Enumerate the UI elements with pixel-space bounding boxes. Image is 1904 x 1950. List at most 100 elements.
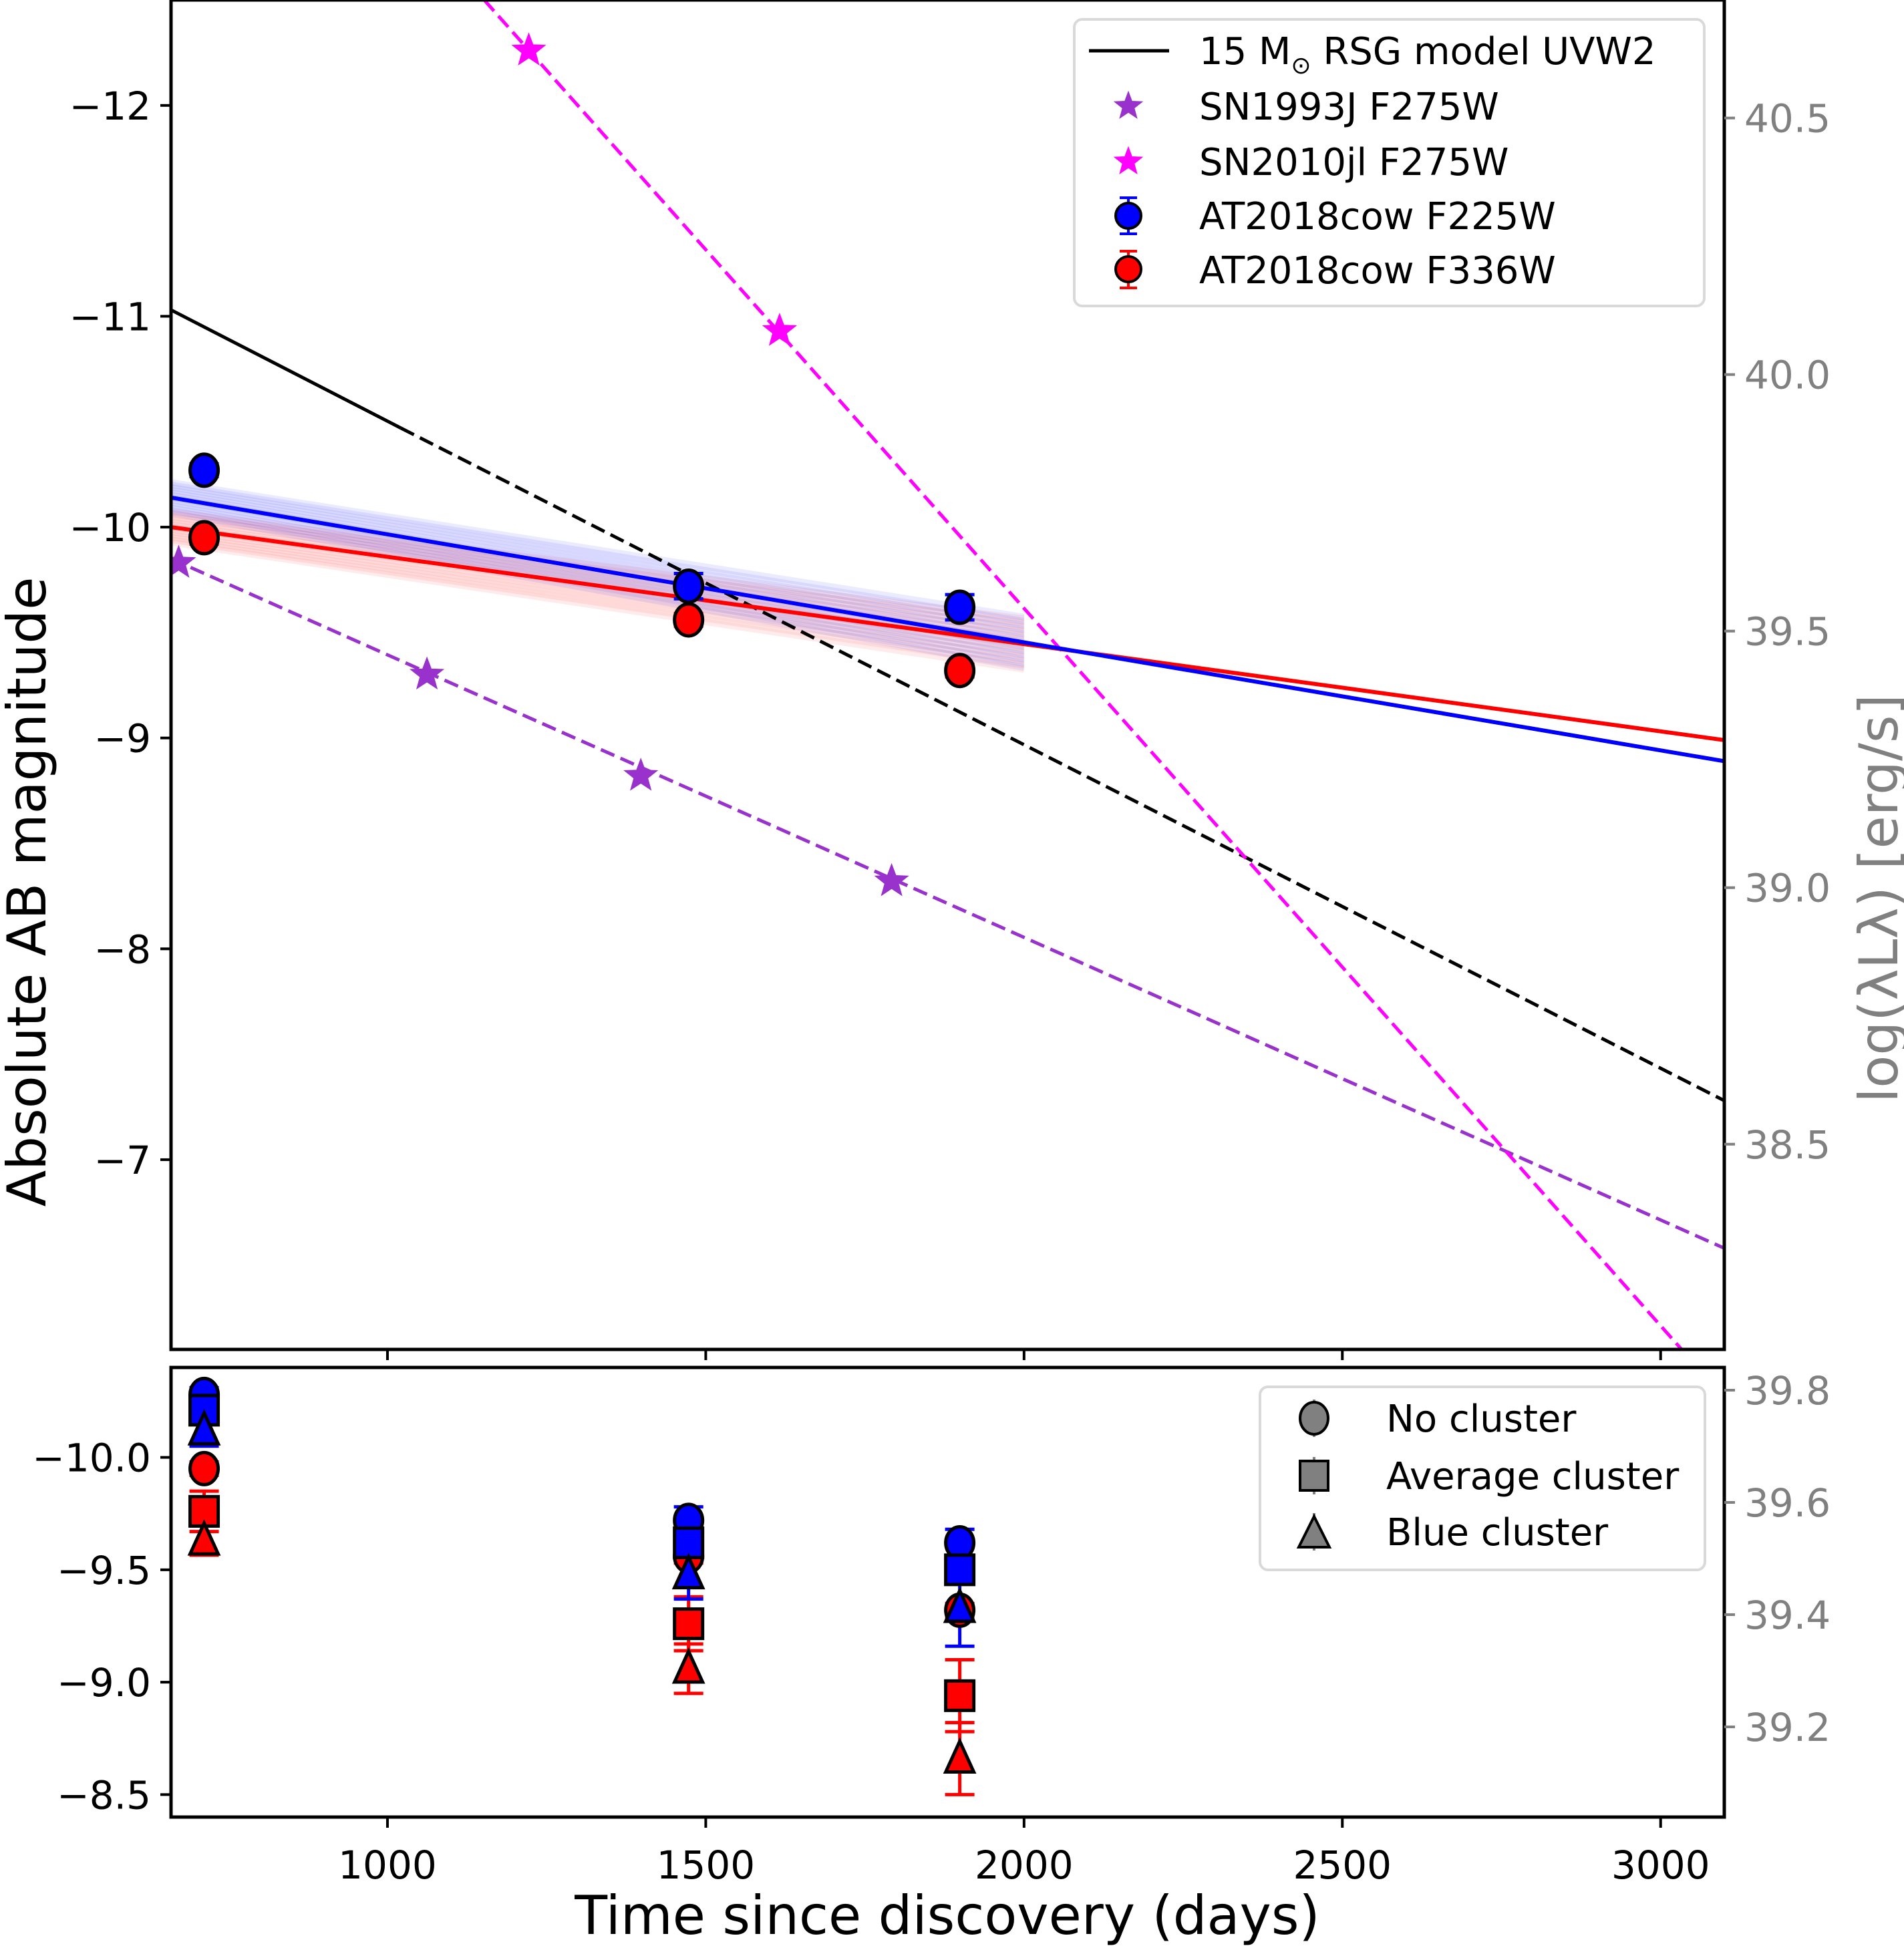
legend-circle-icon [1299, 1400, 1329, 1437]
y-tick-label: −10.0 [32, 1436, 151, 1481]
y-tick-label: −11 [69, 294, 151, 339]
legend-item-no-cluster: No cluster [1299, 1398, 1577, 1441]
y-tick-label: −9.0 [57, 1660, 151, 1705]
legend-item-f336w: AT2018cow F336W [1114, 249, 1556, 293]
bottom-axes-frame [169, 1365, 1726, 1819]
y-tick-label: −8.5 [57, 1772, 151, 1818]
f225w-triangle-point [943, 1587, 977, 1623]
right-y-tick-label: 39.4 [1744, 1593, 1831, 1638]
sn1993j-star-point [171, 544, 196, 578]
legend-errorbar-circle-icon [1114, 250, 1142, 289]
rsg-model-solid-line [171, 308, 402, 430]
fit-ensemble-line [171, 484, 1025, 629]
legend-star-icon [1113, 146, 1144, 174]
fit-ensemble-line [171, 521, 1025, 643]
right-y-tick-label: 40.5 [1744, 96, 1831, 142]
f336w-point [673, 602, 705, 638]
legend-label: Blue cluster [1386, 1511, 1609, 1555]
legend-label: AT2018cow F336W [1199, 249, 1556, 293]
top-legend: 15 M⊙ RSG model UVW2 SN1993J F275W SN201… [1073, 18, 1706, 307]
f336w-triangle-point [671, 1647, 705, 1684]
x-tick-label: 2000 [975, 1842, 1074, 1888]
y-tick-label: −9 [94, 716, 152, 762]
f336w-square-point [673, 1607, 705, 1641]
fit-ensemble-line [171, 534, 1025, 665]
fit-ensemble-line [171, 482, 1025, 625]
f336w-square-point [944, 1679, 976, 1712]
f225w-triangle-point [187, 1409, 221, 1446]
legend-item-sn2010jl: SN2010jl F275W [1113, 141, 1509, 184]
fit-ensemble-line [171, 496, 1025, 650]
fit-ensemble-line [171, 508, 1025, 623]
legend-label: SN1993J F275W [1199, 86, 1499, 129]
fit-ensemble-line [171, 536, 1025, 669]
top-right-y-ticks: 40.5 40.0 39.5 39.0 38.5 [1724, 96, 1831, 1168]
right-y-tick-label: 38.5 [1744, 1122, 1831, 1168]
fit-ensemble-line [171, 489, 1025, 637]
y-tick-label: −12 [69, 84, 151, 129]
legend-item-rsg-model: 15 M⊙ RSG model UVW2 [1089, 30, 1655, 79]
star-icon [1113, 146, 1144, 174]
bottom-legend: No cluster Average cluster Blue cluster [1259, 1386, 1706, 1571]
f225w-square-point [673, 1526, 705, 1559]
legend-item-sn1993j: SN1993J F275W [1113, 86, 1499, 129]
y-tick-label: −10 [69, 505, 151, 550]
legend-item-average-cluster: Average cluster [1299, 1455, 1680, 1498]
fit-ensemble-line [171, 492, 1025, 642]
bottom-left-y-ticks: −10.0 −9.5 −9.0 −8.5 [32, 1436, 171, 1818]
y-tick-label: −9.5 [57, 1548, 151, 1593]
right-y-tick-label: 39.6 [1744, 1480, 1831, 1526]
fit-ensemble-line [171, 528, 1025, 656]
fit-ensemble-line [171, 526, 1025, 652]
legend-item-f225w: AT2018cow F225W [1114, 195, 1556, 238]
fit-ensemble-line [171, 479, 1025, 621]
top-axes-frame [169, 0, 1726, 1351]
y-axis-label-right: log(λLλ) [erg/s] [1848, 694, 1904, 1103]
fit-ensemble-line [171, 504, 1025, 663]
legend-triangle-icon [1296, 1513, 1332, 1551]
f336w-point [188, 520, 220, 556]
fit-ensemble-line [171, 513, 1025, 631]
right-y-tick-label: 39.5 [1744, 609, 1831, 655]
legend-label: SN2010jl F275W [1199, 141, 1509, 184]
fit-ensemble-line [171, 516, 1025, 635]
bottom-x-ticks: 1000 1500 2000 2500 3000 [338, 1817, 1710, 1888]
right-y-tick-label: 39.8 [1744, 1368, 1831, 1414]
sn1993j-star-point [409, 656, 445, 690]
f225w-fit-line [171, 495, 1724, 764]
fit-ensemble-line [171, 531, 1025, 661]
x-tick-label: 1500 [657, 1842, 756, 1888]
sn1993j-star-point [874, 862, 909, 897]
top-left-y-ticks: −12 −11 −10 −9 −8 −7 [69, 84, 171, 1183]
sn2010jl-star-point [762, 313, 798, 346]
sn2010jl-star-point [511, 32, 546, 65]
fit-ensemble-line [171, 538, 1025, 673]
fit-ensemble-line [171, 509, 1025, 671]
f336w-circle-point [188, 1450, 220, 1486]
x-tick-label: 1000 [338, 1842, 437, 1888]
top-legend-box [1073, 18, 1706, 307]
top-plot-area [171, 0, 1724, 1349]
legend-square-icon [1299, 1457, 1329, 1494]
x-axis-label: Time since discovery (days) [574, 1885, 1320, 1947]
legend-label: 15 M⊙ RSG model UVW2 [1199, 30, 1655, 79]
f225w-square-point [944, 1553, 976, 1587]
y-tick-label: −8 [94, 927, 152, 972]
right-y-tick-label: 40.0 [1744, 353, 1831, 398]
f336w-triangle-point [943, 1737, 977, 1774]
star-icon [1113, 90, 1144, 119]
legend-item-blue-cluster: Blue cluster [1296, 1511, 1609, 1555]
legend-errorbar-circle-icon [1114, 196, 1142, 235]
fit-ensemble-line [171, 502, 1025, 659]
bottom-right-y-ticks: 39.8 39.6 39.4 39.2 [1724, 1368, 1831, 1750]
f225w-triangle-point [671, 1553, 705, 1590]
legend-label: No cluster [1386, 1398, 1577, 1441]
legend-star-icon [1113, 90, 1144, 119]
f336w-triangle-point [187, 1519, 221, 1556]
x-tick-label: 3000 [1611, 1842, 1710, 1888]
sn2010jl-dashed-line [482, 0, 1684, 1349]
top-panel: −12 −11 −10 −9 −8 −7 40.5 40.0 39.5 39.0 38.5 Abs… [0, 0, 1904, 1360]
f225w-point [944, 589, 976, 625]
bottom-plot-area [187, 1376, 977, 1796]
